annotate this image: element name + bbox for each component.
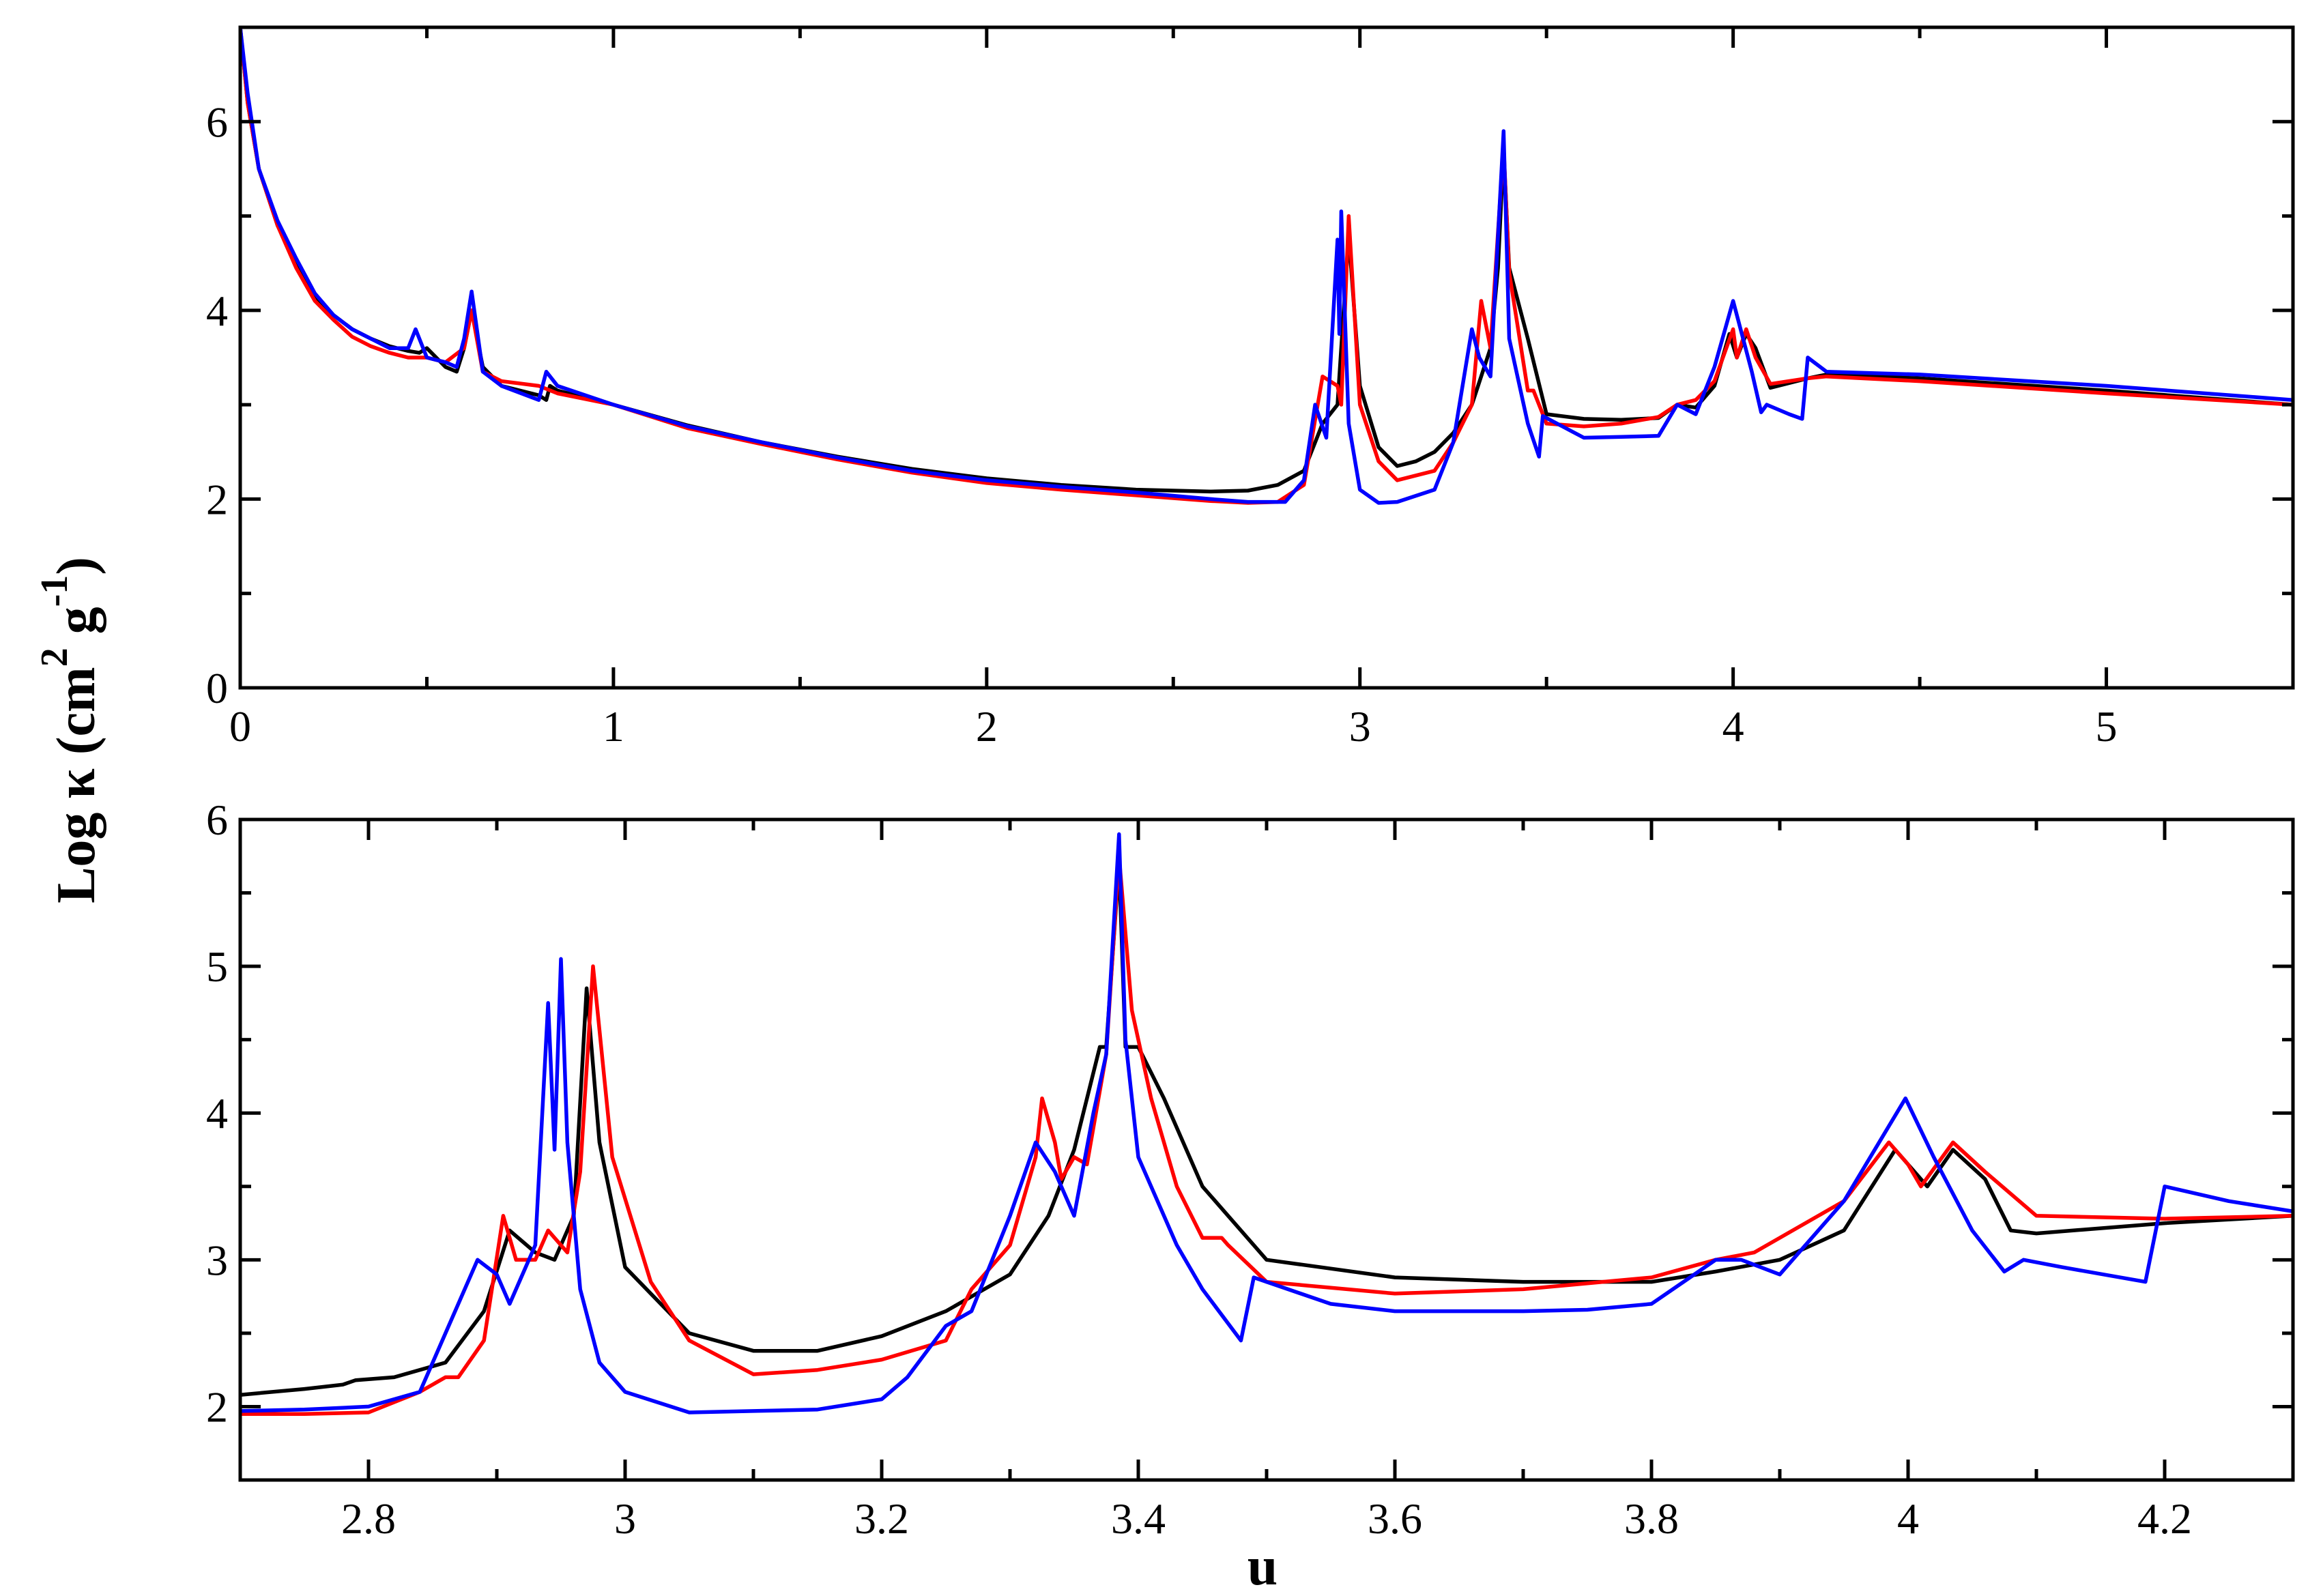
bottom-x-tick-label: 3.2 — [854, 1494, 909, 1543]
bottom-x-tick-label: 4 — [1897, 1494, 1919, 1543]
top-y-tick-label: 6 — [206, 98, 228, 146]
bottom-x-tick-label: 3.8 — [1624, 1494, 1679, 1543]
bottom-y-tick-label: 2 — [206, 1382, 228, 1431]
bottom-x-tick-label: 4.2 — [2137, 1494, 2192, 1543]
bottom-y-tick-label: 6 — [206, 796, 228, 844]
top-plot-frame — [238, 25, 2295, 690]
top-series-line-0 — [240, 27, 2293, 494]
top-panel: 0 1 2 3 4 5 0 2 4 6 — [206, 25, 2295, 751]
top-series-line-1 — [240, 27, 2293, 505]
bottom-x-tick-label: 2.8 — [341, 1494, 396, 1543]
top-y-tick-label: 2 — [206, 475, 228, 523]
bottom-y-tick-label: 3 — [206, 1236, 228, 1284]
bottom-x-tick-label: 3.4 — [1111, 1494, 1166, 1543]
top-y-tick-label: 0 — [206, 664, 228, 712]
top-x-tick-label: 3 — [1349, 702, 1371, 751]
bottom-series-line-1 — [240, 854, 2293, 1416]
top-x-tick-label: 0 — [229, 702, 251, 751]
top-x-tick-label: 2 — [976, 702, 998, 751]
top-series-line-2 — [240, 27, 2293, 505]
bottom-y-tick-label: 5 — [206, 942, 228, 991]
bottom-plot-frame — [238, 817, 2295, 1482]
bottom-series-line-2 — [240, 832, 2293, 1414]
top-x-tick-label: 4 — [1722, 702, 1744, 751]
bottom-x-tick-label: 3 — [614, 1494, 636, 1543]
x-axis-label: u — [1247, 1537, 1278, 1596]
bottom-x-tick-label: 3.6 — [1368, 1494, 1422, 1543]
bottom-panel: 2.8 3 3.2 3.4 3.6 3.8 4 4.2 2 3 4 5 6 — [206, 796, 2295, 1543]
top-y-tick-label: 4 — [206, 287, 228, 335]
bottom-series-line-0 — [240, 861, 2293, 1397]
bottom-y-tick-label: 4 — [206, 1089, 228, 1137]
y-axis-label: Log κ (cm2 g-1) — [33, 557, 106, 903]
top-x-tick-label: 5 — [2096, 702, 2118, 751]
top-x-tick-label: 1 — [603, 702, 624, 751]
